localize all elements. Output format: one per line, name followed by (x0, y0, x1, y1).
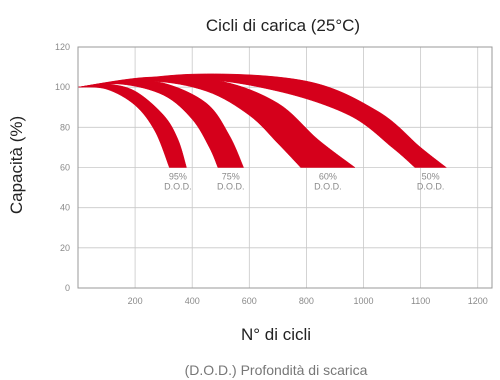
y-tick-label-5: 100 (55, 82, 70, 92)
dod-labels: 95%D.O.D.75%D.O.D.60%D.O.D.50%D.O.D. (164, 172, 444, 192)
dod-label-3: 50% (422, 172, 440, 182)
x-tick-label-5: 1100 (411, 296, 430, 306)
series-band-95pct (77, 83, 187, 168)
dod-label-0: 95% (169, 172, 187, 182)
dod-label-1: 75% (222, 172, 240, 182)
plot-frame (77, 46, 493, 289)
y-tick-label-4: 80 (60, 122, 70, 132)
axis-ticks: 0 20 40 60 80 100 120 200 400 600 800 1000 1100 1200 (55, 42, 488, 306)
dod-label-2: 60% (319, 172, 337, 182)
chart-title: Cicli di carica (25°C) (206, 16, 360, 35)
series-group (77, 73, 448, 168)
chart-subtitle: (D.O.D.) Profondità di scarica (185, 362, 368, 378)
x-tick-label-2: 600 (242, 296, 257, 306)
dod-sublabel-3: D.O.D. (417, 182, 445, 192)
series-band-50pct (77, 73, 448, 168)
x-tick-label-3: 800 (299, 296, 314, 306)
y-tick-label-2: 40 (60, 203, 70, 213)
y-tick-label-1: 20 (60, 243, 70, 253)
x-tick-label-6: 1200 (468, 296, 488, 306)
y-axis-label: Capacità (%) (7, 116, 26, 214)
dod-sublabel-1: D.O.D. (217, 182, 245, 192)
dod-sublabel-2: D.O.D. (314, 182, 342, 192)
x-tick-label-4: 1000 (354, 296, 374, 306)
y-tick-label-3: 60 (60, 163, 70, 173)
x-tick-label-0: 200 (128, 296, 143, 306)
x-tick-label-1: 400 (185, 296, 200, 306)
y-tick-label-0: 0 (65, 283, 70, 293)
dod-sublabel-0: D.O.D. (164, 182, 192, 192)
y-tick-label-6: 120 (55, 42, 70, 52)
plot-border (77, 46, 493, 289)
x-axis-label: N° di cicli (241, 325, 311, 344)
